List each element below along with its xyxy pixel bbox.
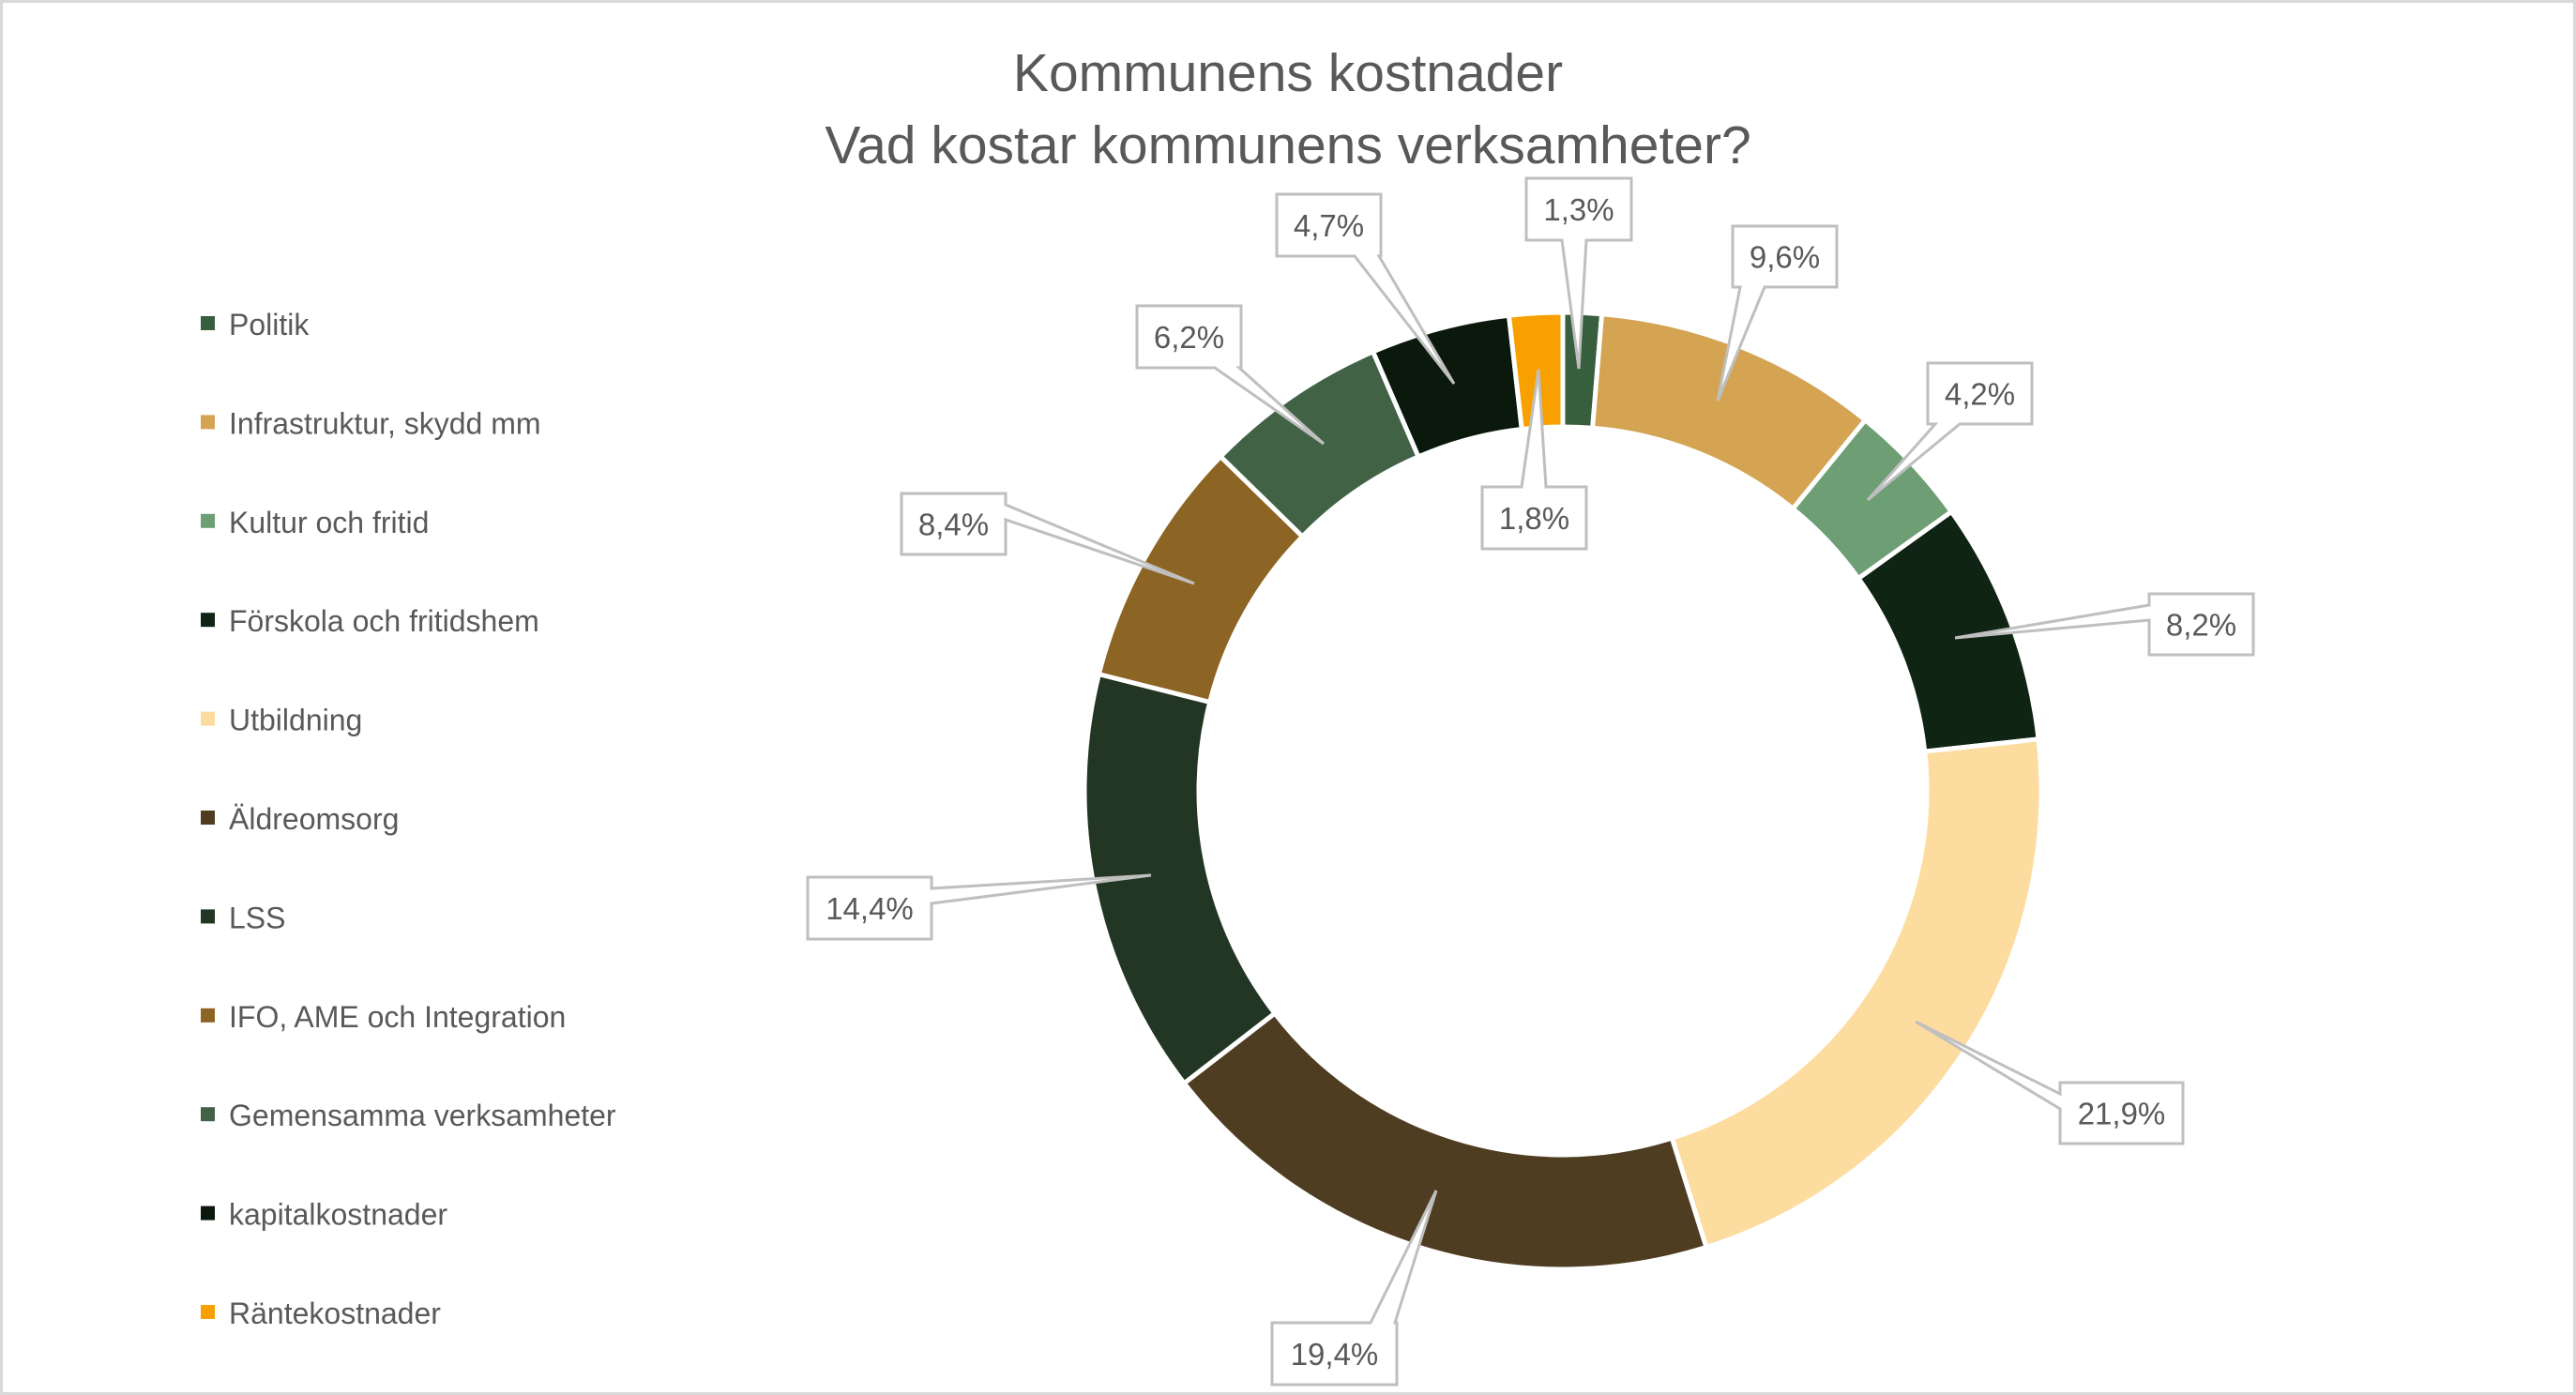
legend-label: Kultur och fritid bbox=[229, 506, 429, 539]
data-label-kapitalkostnader: 4,7% bbox=[1275, 192, 1456, 385]
data-label-text: 4,2% bbox=[1945, 377, 2015, 412]
data-label-text: 19,4% bbox=[1291, 1337, 1379, 1372]
data-label-forskola-och-fritidshem: 8,2% bbox=[1954, 592, 2255, 657]
data-label-text: 1,3% bbox=[1543, 192, 1614, 227]
legend-item-utbildning: Utbildning bbox=[201, 704, 362, 737]
legend-label: Infrastruktur, skydd mm bbox=[229, 406, 541, 440]
legend-label: Gemensamma verksamheter bbox=[229, 1099, 616, 1132]
data-label-text: 4,7% bbox=[1294, 208, 1364, 243]
legend-item-kapitalkostnader: kapitalkostnader bbox=[201, 1198, 447, 1232]
legend-swatch bbox=[201, 1008, 215, 1023]
legend-item-lss: LSS bbox=[201, 901, 285, 934]
doughnut-chart: Kommunens kostnader Vad kostar kommunens… bbox=[201, 43, 2255, 1387]
legend-swatch bbox=[201, 1205, 215, 1221]
legend-item-ifo-ame-och-integration: IFO, AME och Integration bbox=[201, 1000, 566, 1034]
data-label-kultur-och-fritid: 4,2% bbox=[1866, 361, 2034, 502]
callout-box bbox=[1480, 369, 1588, 551]
callout-box bbox=[1270, 1190, 1438, 1387]
legend-item-kultur-och-fritid: Kultur och fritid bbox=[201, 506, 429, 539]
legend-label: Politik bbox=[229, 308, 310, 341]
legend-item-aldreomsorg: Äldreomsorg bbox=[201, 802, 399, 836]
callout-box bbox=[1866, 361, 2034, 502]
legend-swatch bbox=[201, 811, 215, 825]
legend-label: Räntekostnader bbox=[229, 1296, 441, 1330]
callout-box bbox=[1135, 304, 1326, 446]
data-label-text: 1,8% bbox=[1499, 501, 1569, 536]
legend-swatch bbox=[201, 909, 215, 924]
legend-item-infrastruktur-skydd-mm: Infrastruktur, skydd mm bbox=[201, 406, 541, 440]
data-label-text: 8,2% bbox=[2166, 608, 2236, 643]
legend-item-gemensamma-verksamheter: Gemensamma verksamheter bbox=[201, 1099, 616, 1132]
legend-swatch bbox=[201, 1107, 215, 1122]
callout-box bbox=[1954, 592, 2255, 657]
callout-box bbox=[1716, 224, 1839, 402]
segment-rantekostnader bbox=[1506, 310, 1566, 432]
data-labels: 1,3% 9,6% 4,2% 8,2% 21,9% 19,4% 14,4% 8,4% 6,2% 4… bbox=[806, 176, 2255, 1387]
legend-label: Utbildning bbox=[229, 704, 362, 737]
segment-aldreomsorg bbox=[1180, 1009, 1710, 1272]
data-label-text: 9,6% bbox=[1750, 240, 1820, 275]
data-label-lss: 14,4% bbox=[806, 873, 1152, 941]
data-label-ifo-ame-och-integration: 8,4% bbox=[900, 492, 1195, 585]
legend-swatch bbox=[201, 613, 215, 628]
data-label-infrastruktur-skydd-mm: 9,6% bbox=[1716, 224, 1839, 402]
data-label-utbildning: 21,9% bbox=[1915, 1020, 2185, 1145]
legend-swatch bbox=[201, 711, 215, 726]
data-label-rantekostnader: 1,8% bbox=[1480, 369, 1588, 551]
callout-box bbox=[900, 492, 1195, 585]
legend-item-rantekostnader: Räntekostnader bbox=[201, 1296, 441, 1330]
callout-box bbox=[806, 873, 1152, 941]
legend-swatch bbox=[201, 513, 215, 528]
legend-swatch bbox=[201, 316, 215, 330]
data-label-politik: 1,3% bbox=[1524, 176, 1633, 370]
legend-label: kapitalkostnader bbox=[229, 1198, 447, 1232]
chart-title: Kommunens kostnader bbox=[1013, 43, 1563, 103]
data-label-aldreomsorg: 19,4% bbox=[1270, 1190, 1438, 1387]
callout-box bbox=[1524, 176, 1633, 370]
legend-label: IFO, AME och Integration bbox=[229, 1000, 566, 1034]
data-label-text: 14,4% bbox=[826, 891, 914, 926]
legend-item-politik: Politik bbox=[201, 308, 310, 341]
legend: Politik Infrastruktur, skydd mm Kultur och… bbox=[201, 308, 616, 1330]
callout-box bbox=[1275, 192, 1456, 385]
segment-utbildning bbox=[1669, 736, 2044, 1251]
legend-label: Förskola och fritidshem bbox=[229, 604, 539, 638]
legend-label: Äldreomsorg bbox=[229, 802, 399, 836]
legend-label: LSS bbox=[229, 901, 285, 934]
legend-swatch bbox=[201, 1305, 215, 1319]
data-label-text: 6,2% bbox=[1154, 320, 1224, 355]
legend-swatch bbox=[201, 415, 215, 430]
doughnut-segments bbox=[1082, 310, 2044, 1272]
chart-subtitle: Vad kostar kommunens verksamheter? bbox=[825, 115, 1750, 175]
legend-item-forskola-och-fritidshem: Förskola och fritidshem bbox=[201, 604, 539, 638]
data-label-text: 8,4% bbox=[918, 508, 989, 542]
data-label-text: 21,9% bbox=[2078, 1097, 2166, 1131]
data-label-gemensamma-verksamheter: 6,2% bbox=[1135, 304, 1326, 446]
callout-box bbox=[1915, 1020, 2185, 1145]
